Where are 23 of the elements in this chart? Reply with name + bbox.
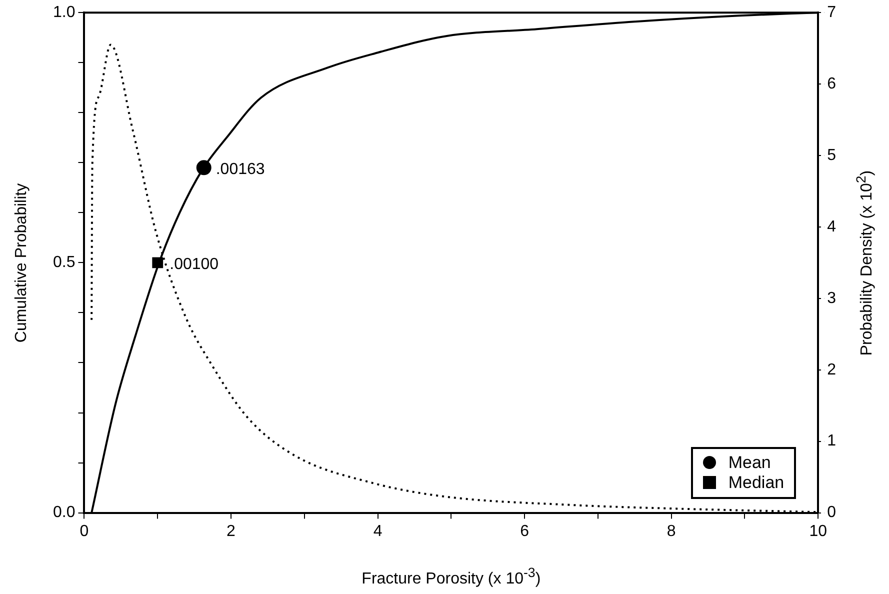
x-axis-title: Fracture Porosity (x 10$^{-3}$)	[362, 564, 541, 588]
y-tick-label: 1.0	[52, 4, 76, 22]
x-tick-label: 0	[80, 522, 89, 540]
y2-tick-label: 2	[827, 361, 836, 378]
y2-tick-label: 0	[827, 504, 836, 522]
x-tick-label: 4	[373, 522, 382, 540]
x-tick-label: 2	[226, 522, 236, 540]
x-tick-label: 10	[809, 522, 828, 540]
y2-tick-label: 1	[827, 432, 836, 450]
annotation: .00163	[216, 161, 265, 178]
y2-tick-label: 7	[827, 4, 836, 22]
annotation: .00100	[170, 256, 219, 274]
x-tick-label: 6	[520, 522, 530, 540]
y-axis-title: Cumulative Probability	[13, 183, 31, 342]
y2-tick-label: 4	[827, 218, 836, 236]
y-tick-label: 0.0	[52, 504, 76, 522]
y2-tick-label: 6	[827, 75, 836, 92]
legend-label: Median	[728, 472, 784, 493]
y2-tick-label: 5	[827, 146, 836, 164]
x-tick-label: 8	[666, 522, 676, 540]
y-tick-label: 0.5	[52, 254, 76, 272]
y2-tick-label: 3	[827, 290, 836, 307]
legend-label: Mean	[728, 452, 771, 473]
